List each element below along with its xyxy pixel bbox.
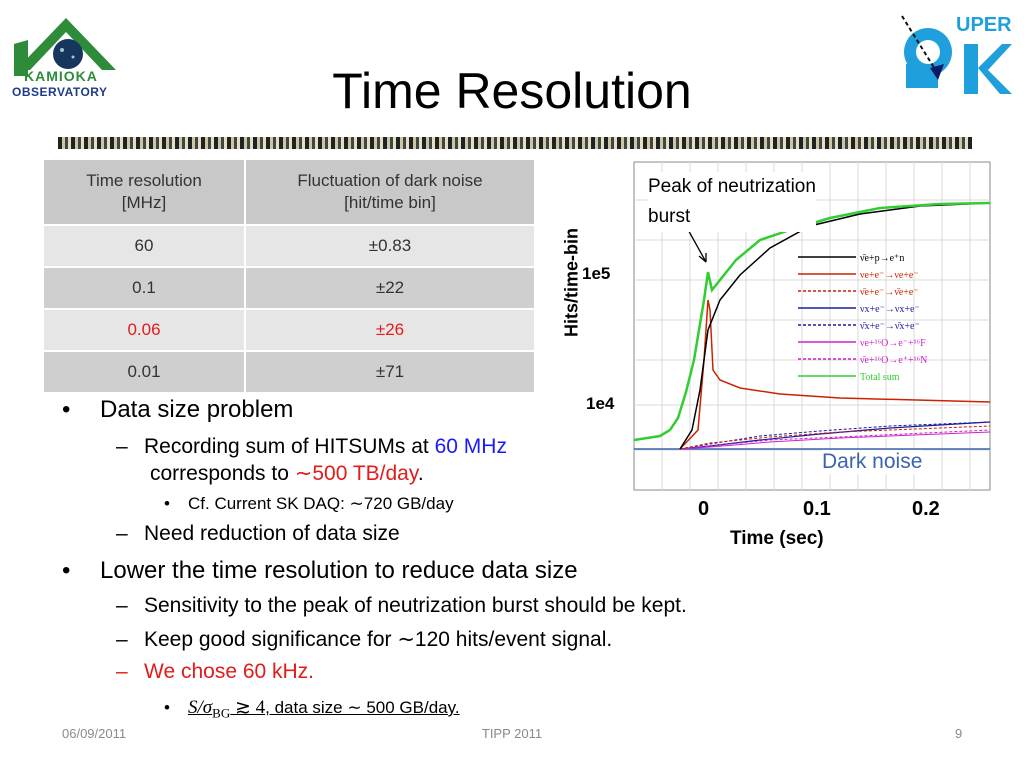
nue-e-curve [679,299,991,450]
bullet-text: Need reduction of data size [144,522,400,545]
super-k-logo-mark [901,15,1012,94]
bullet-text: Cf. Current SK DAQ: ∼720 GB/day [188,494,454,513]
bullet-glyph: • [62,557,71,584]
legend-entry: νe+e⁻→νe+e⁻ [860,270,919,281]
kamioka-logo-line2: OBSERVATORY [12,85,108,99]
bullet-glyph: • [62,396,71,423]
title-divider [58,137,972,149]
plot-ytick-label: 1e5 [582,264,611,283]
bullet-l2: – Need reduction of data size [116,522,400,546]
bullet-text: Recording sum of HITSUMs at [144,435,435,458]
legend-lines [798,256,856,377]
bullet-l3: • S/σBG ≳ 4, data size ∼ 500 GB/day. [164,696,460,721]
bullet-highlight: 60 MHz [434,435,507,458]
table-cell: 0.06 [44,309,246,351]
plot-xlabel: Time (sec) [730,528,824,549]
dash-glyph: – [116,660,128,683]
total-sum-curve [633,201,991,442]
dash-glyph: – [116,628,128,651]
table-cell: 0.01 [44,351,246,393]
nuxbar-curve [679,421,991,450]
table-header-row: Time resolution [MHz] Fluctuation of dar… [44,160,536,225]
legend-entry: νx+e⁻→νx+e⁻ [860,304,920,315]
table-header-cell: Time resolution [MHz] [44,160,246,225]
bullet-l2: – Sensitivity to the peak of neutrization… [116,594,687,618]
bullet-l1: • Data size problem [62,396,293,424]
nuebar-e-curve [679,425,991,450]
header-line: [MHz] [121,193,167,212]
bullet-l2-cont: corresponds to ∼500 TB/day. [150,461,424,486]
bullet-glyph: • [164,698,170,717]
header-line: Time resolution [86,171,202,190]
bullet-l3: • Cf. Current SK DAQ: ∼720 GB/day [164,494,454,514]
dark-noise-label: Dark noise [822,450,923,474]
super-k-logo-text: UPER SK [956,14,1016,36]
kamioka-logo-mark [14,18,116,76]
header-line: Fluctuation of dark noise [297,171,483,190]
bullet-text: Sensitivity to the peak of neutrization … [144,594,687,617]
kamioka-logo: KAMIOKA OBSERVATORY [10,10,122,102]
footer-page-number: 9 [955,726,963,741]
peak-annotation: Peak of neutrization burst [648,172,816,232]
table-row: 0.1 ±22 [44,267,536,309]
super-k-logo: UPER SK [898,10,1016,98]
dash-glyph: – [116,594,128,617]
table-cell: ±22 [245,267,536,309]
bullet-glyph: • [164,494,170,513]
bullet-l2: – Recording sum of HITSUMs at 60 MHz [116,433,596,461]
bullet-math: S/σ [188,697,213,718]
legend-entry: νe+¹⁶O→e⁻+¹⁶F [860,338,926,349]
bullet-text: We chose 60 kHz. [144,660,315,683]
footer-date: 06/09/2011 [62,726,127,741]
bullet-text: Data size problem [100,396,294,423]
bullet-text: , data size ∼ 500 GB/day. [265,698,460,717]
table-row: 0.01 ±71 [44,351,536,393]
footer-center: TIPP 2011 [481,726,543,741]
legend-entry: ν̄e+e⁻→ν̄e+e⁻ [860,287,919,298]
table-cell: ±71 [245,351,536,393]
plot-xtick-label: 0 [698,498,710,520]
bullet-l2: – We chose 60 kHz. [116,660,314,684]
peak-annotation-line: Peak of neutrization [648,176,816,197]
table-row: 60 ±0.83 [44,225,536,267]
bullet-math-sub: BG [212,705,231,721]
bullet-text: Lower the time resolution to reduce data… [100,557,578,584]
dash-glyph: – [116,435,128,458]
bullet-text: corresponds to [150,462,295,485]
bullet-text: Keep good significance for ∼120 hits/eve… [144,628,613,651]
table-row: 0.06 ±26 [44,309,536,351]
burst-plot: Hits/time-bin 1e5 1e4 [560,160,1000,560]
resolution-table: Time resolution [MHz] Fluctuation of dar… [44,160,536,394]
slide-title: Time Resolution [332,63,692,119]
plot-xtick-label: 0.1 [803,498,831,520]
bullet-l2: – Keep good significance for ∼120 hits/ev… [116,627,612,652]
header-line: [hit/time bin] [344,193,436,212]
plot-xtick-label: 0.2 [912,498,940,520]
peak-annotation-line: burst [648,206,691,227]
plot-legend: ν̄e+p→e⁺n νe+e⁻→νe+e⁻ ν̄e+e⁻→ν̄e+e⁻ νx+e… [860,250,927,386]
bullet-math-rel: ≳ 4 [230,697,266,718]
dash-glyph: – [116,522,128,545]
bullet-text: . [417,462,424,485]
bullet-l1: • Lower the time resolution to reduce dat… [62,557,578,585]
table-header-cell: Fluctuation of dark noise [hit/time bin] [245,160,536,225]
table-cell: ±26 [245,309,536,351]
table-cell: 60 [44,225,246,267]
legend-entry: ν̄x+e⁻→ν̄x+e⁻ [860,321,920,332]
o16-curve [679,431,991,450]
ibd-curve [679,202,991,450]
table-cell: 0.1 [44,267,246,309]
bullet-highlight: ∼500 TB/day [294,462,418,485]
plot-ytick-label: 1e4 [586,394,615,413]
kamioka-logo-line1: KAMIOKA [24,68,98,84]
legend-entry: ν̄e+¹⁶O→e⁺+¹⁶N [860,355,928,366]
table-cell: ±0.83 [245,225,536,267]
o16bar-curve [679,429,991,450]
legend-entry: ν̄e+p→e⁺n [860,253,905,264]
legend-entry: Total sum [860,372,900,383]
